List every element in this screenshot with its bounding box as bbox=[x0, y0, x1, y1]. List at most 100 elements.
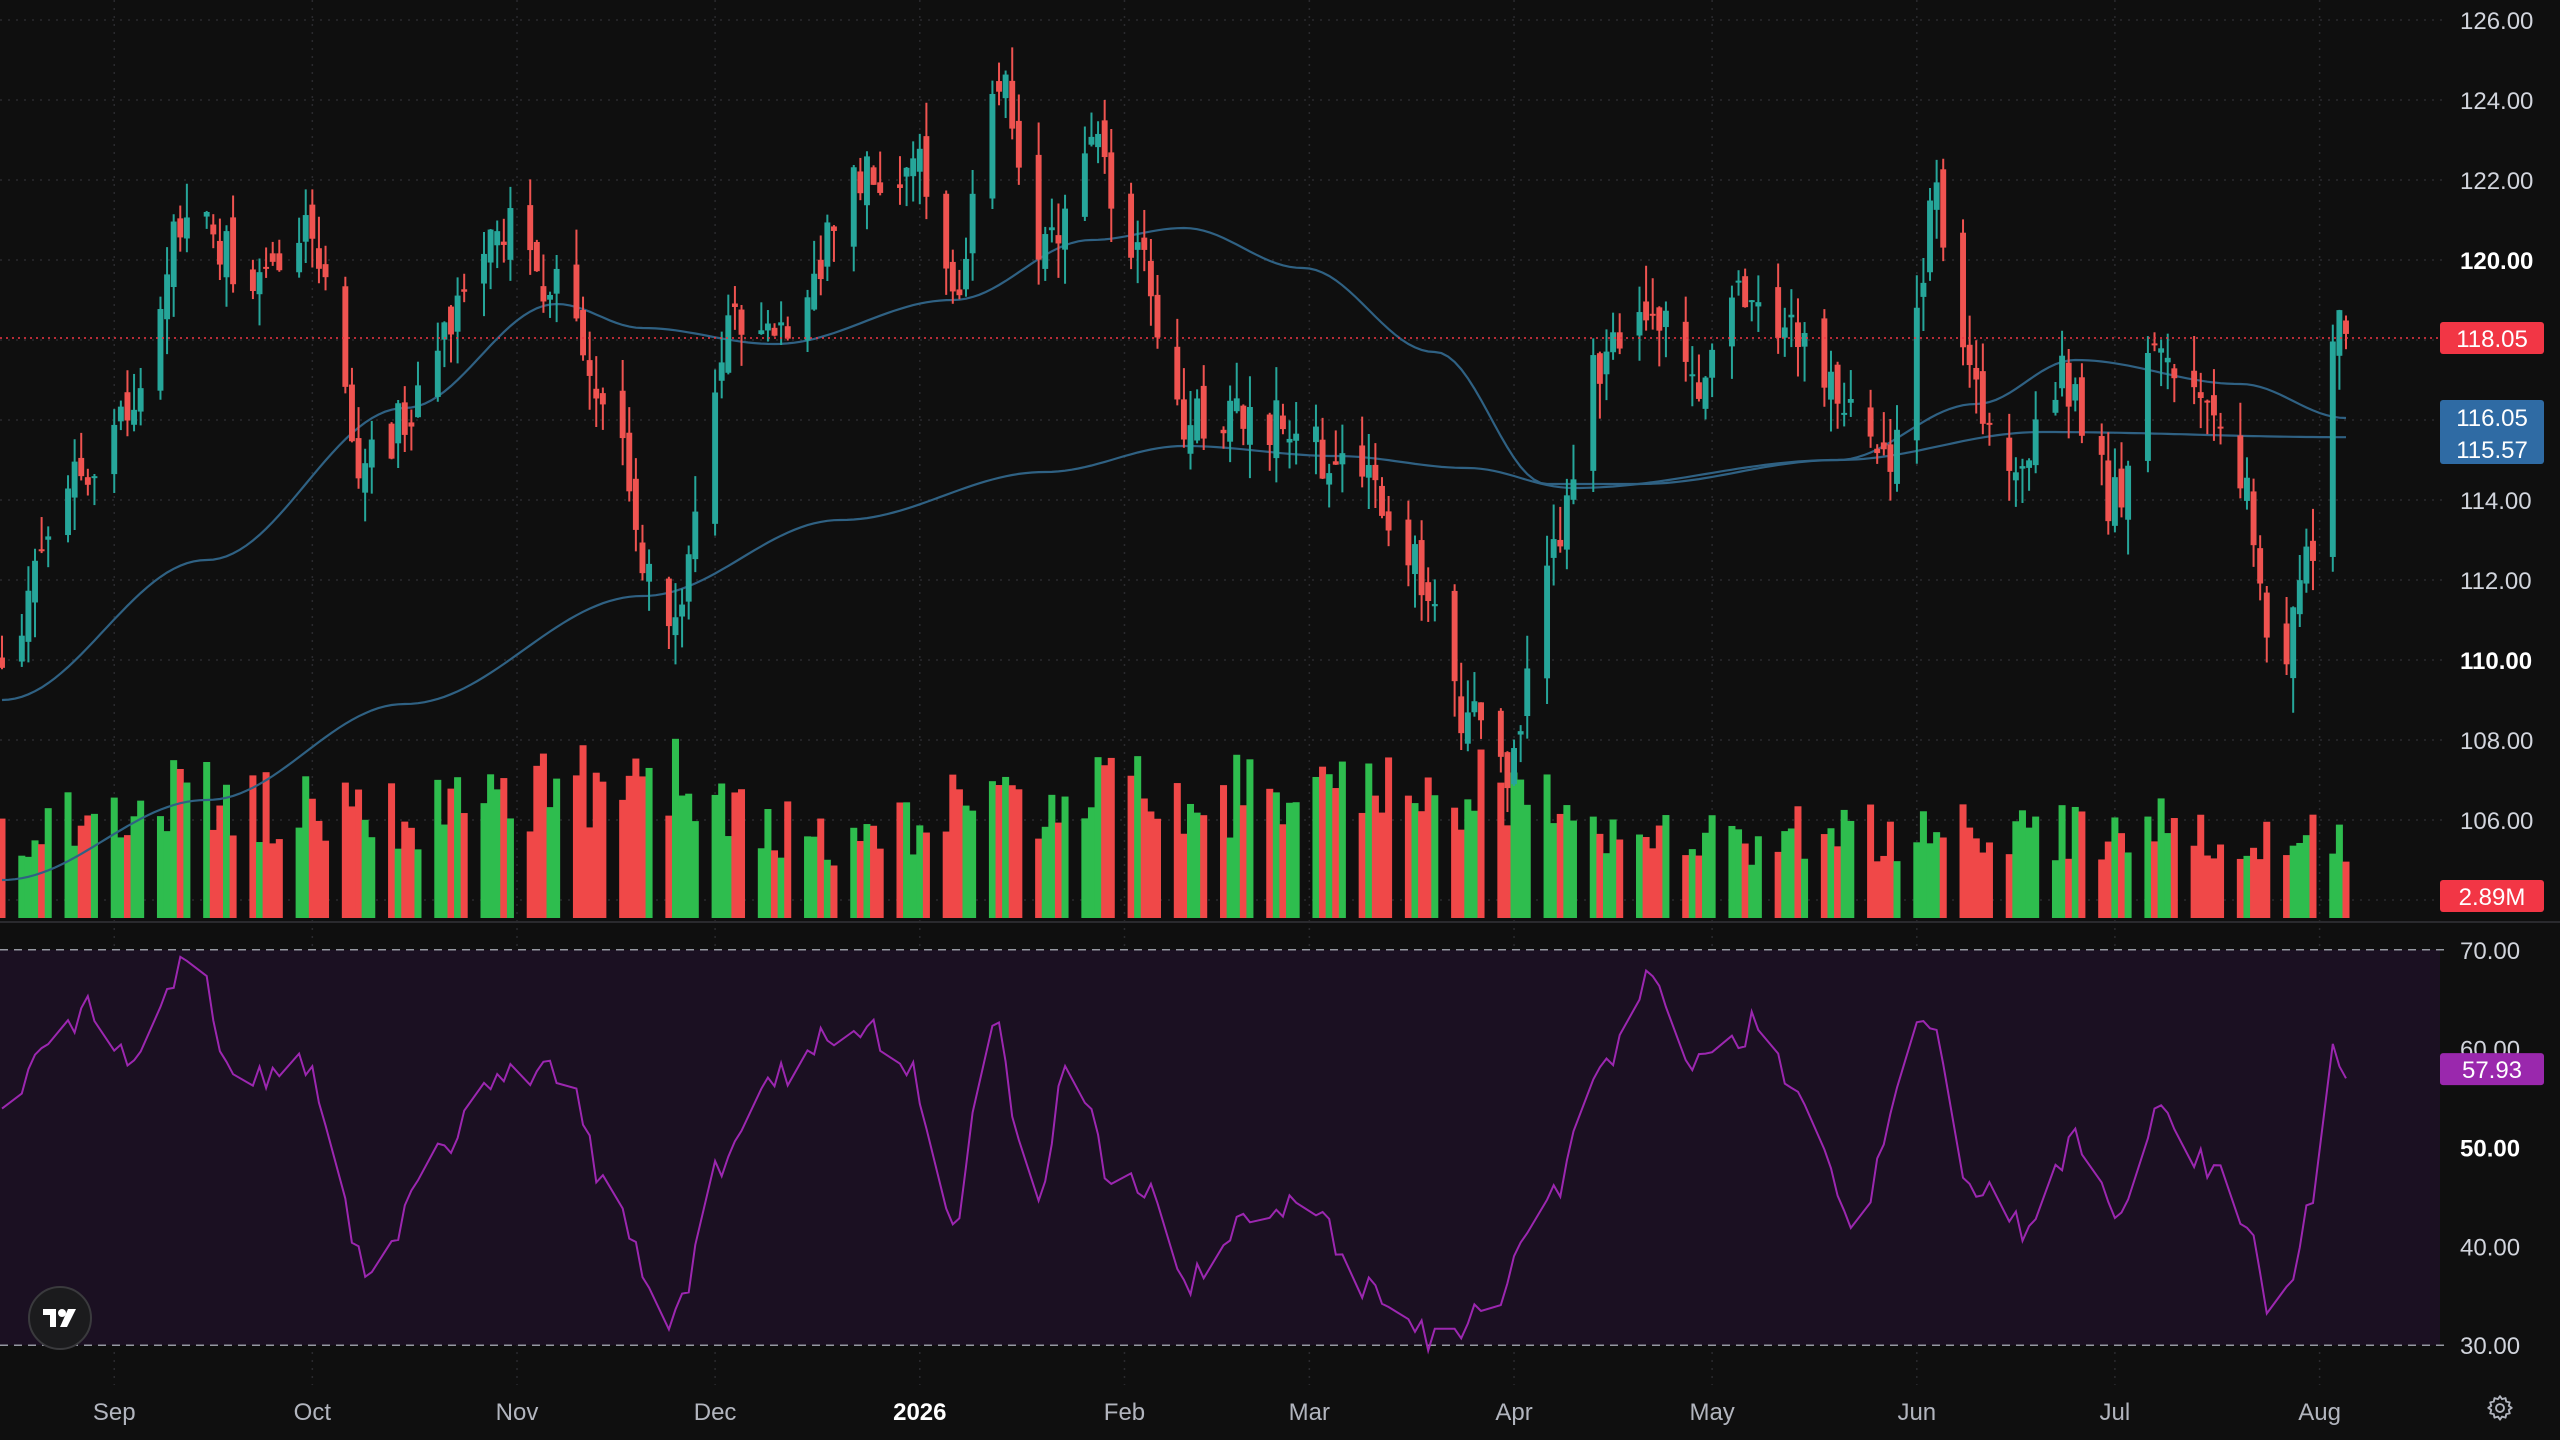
volume-bar bbox=[2032, 816, 2040, 918]
volume-bar bbox=[962, 805, 970, 918]
candle bbox=[547, 291, 553, 318]
candle-body bbox=[1431, 604, 1438, 607]
tradingview-logo-icon[interactable] bbox=[28, 1286, 92, 1350]
candle bbox=[2237, 402, 2244, 499]
candle-body bbox=[1464, 712, 1471, 744]
candle bbox=[646, 549, 653, 611]
candle bbox=[1431, 579, 1438, 622]
candle bbox=[2263, 586, 2270, 663]
candle-body bbox=[877, 182, 884, 193]
volume-bar bbox=[308, 798, 316, 918]
candle bbox=[2052, 381, 2059, 416]
candle-body bbox=[18, 635, 25, 662]
candle-body bbox=[395, 403, 402, 444]
candle bbox=[963, 237, 969, 297]
candle-body bbox=[1220, 429, 1227, 434]
price-axis[interactable]: 104.00106.00108.00110.00112.00114.00116.… bbox=[2460, 8, 2533, 1360]
candle-body bbox=[1055, 235, 1062, 244]
candle bbox=[395, 400, 402, 469]
candle bbox=[949, 249, 956, 304]
volume-bar bbox=[1649, 848, 1657, 918]
candle bbox=[124, 370, 131, 437]
volume-bar bbox=[1134, 756, 1142, 918]
volume-bar bbox=[1589, 816, 1597, 918]
volume-bar bbox=[2124, 852, 2132, 918]
candle bbox=[1200, 365, 1207, 450]
candle bbox=[263, 247, 270, 278]
volume-bar bbox=[229, 835, 237, 918]
candle bbox=[1134, 220, 1141, 284]
volume-bar bbox=[216, 805, 224, 918]
volume-bar bbox=[731, 792, 739, 918]
volume-bar bbox=[368, 837, 376, 918]
candle-body bbox=[547, 294, 553, 300]
candle-body bbox=[1557, 539, 1564, 547]
rsi-band-fill bbox=[0, 949, 2440, 1346]
candle-body bbox=[1141, 237, 1148, 250]
candle-body bbox=[665, 578, 672, 627]
candle bbox=[1458, 662, 1465, 750]
candle bbox=[1887, 419, 1894, 501]
candle bbox=[712, 369, 719, 536]
candle-body bbox=[401, 402, 408, 435]
candle-body bbox=[38, 549, 45, 552]
volume-bar bbox=[572, 775, 580, 918]
volume-bar bbox=[1272, 792, 1280, 918]
volume-bars bbox=[0, 738, 2350, 918]
candle-body bbox=[1266, 414, 1273, 446]
candle bbox=[408, 409, 415, 451]
candle bbox=[348, 367, 355, 443]
volume-bar bbox=[955, 789, 963, 918]
candle-body bbox=[2336, 310, 2343, 356]
candle bbox=[2158, 339, 2165, 387]
candle bbox=[2171, 363, 2178, 403]
volume-bar bbox=[348, 806, 356, 918]
candle bbox=[210, 214, 217, 249]
candle bbox=[599, 387, 606, 430]
rsi-band-lines bbox=[0, 949, 2448, 1346]
volume-bar bbox=[295, 827, 303, 918]
gear-icon[interactable] bbox=[2482, 1390, 2518, 1426]
volume-bar bbox=[1939, 837, 1947, 918]
candle-body bbox=[573, 264, 580, 319]
candle bbox=[2197, 372, 2204, 429]
candle-body bbox=[2164, 357, 2171, 363]
candle bbox=[355, 407, 362, 489]
candle bbox=[177, 205, 184, 252]
time-tick-label: Jun bbox=[1897, 1399, 1936, 1426]
candle-body bbox=[1279, 415, 1286, 430]
volume-bar bbox=[586, 827, 594, 918]
candle bbox=[454, 277, 461, 364]
candle-body bbox=[2059, 355, 2066, 389]
candle bbox=[1544, 535, 1551, 705]
candle-body bbox=[1913, 307, 1920, 441]
candle-body bbox=[362, 463, 369, 493]
candle-body bbox=[943, 193, 950, 269]
time-axis[interactable]: Sep Oct Nov Dec 2026 Feb Mar Apr May Jun Jul Aug bbox=[93, 1399, 2341, 1426]
candle bbox=[2078, 363, 2085, 444]
candle-body bbox=[1425, 582, 1432, 602]
candle bbox=[1266, 412, 1273, 471]
candle bbox=[183, 183, 190, 253]
volume-bar bbox=[222, 784, 231, 918]
candle-body bbox=[738, 309, 745, 335]
candle-body bbox=[1643, 301, 1650, 321]
candle bbox=[1603, 329, 1610, 401]
volume-bar bbox=[724, 836, 732, 918]
candle bbox=[2310, 508, 2316, 591]
volume-bar bbox=[1220, 785, 1228, 918]
candle bbox=[1788, 289, 1795, 348]
candle bbox=[2164, 333, 2171, 390]
candle bbox=[1662, 301, 1669, 358]
volume-bar bbox=[1781, 831, 1789, 918]
candle bbox=[1986, 412, 1993, 446]
rsi-tick-label: 50.00 bbox=[2460, 1136, 2520, 1163]
volume-bar bbox=[804, 836, 812, 918]
candle-body bbox=[500, 241, 507, 245]
candle bbox=[771, 323, 778, 337]
time-tick-label: Oct bbox=[294, 1399, 332, 1426]
volume-bar bbox=[1101, 765, 1109, 918]
candle bbox=[2257, 535, 2264, 601]
candle-body bbox=[916, 148, 923, 172]
